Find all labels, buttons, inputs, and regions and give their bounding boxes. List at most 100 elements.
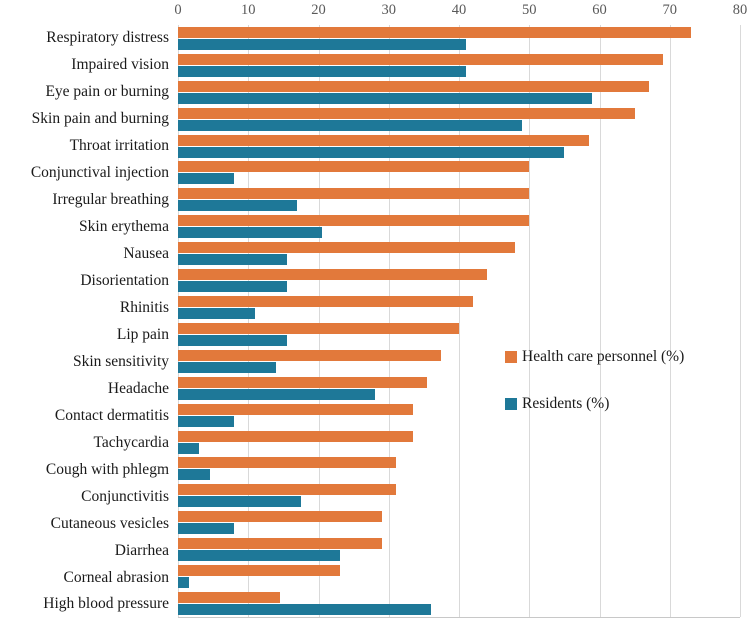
category-label: Conjunctival injection bbox=[30, 164, 169, 182]
legend-label-residents: Residents (%) bbox=[522, 395, 610, 412]
bar-residents bbox=[178, 38, 467, 50]
bar-hcp bbox=[178, 565, 340, 577]
x-tick-label: 20 bbox=[311, 2, 326, 18]
category-label: High blood pressure bbox=[43, 595, 169, 613]
bar-hcp bbox=[178, 134, 589, 146]
category-label: Eye pain or burning bbox=[45, 83, 169, 101]
bar-hcp bbox=[178, 215, 530, 227]
gridline bbox=[318, 25, 320, 617]
category-label: Impaired vision bbox=[71, 56, 169, 74]
bar-residents bbox=[178, 523, 235, 535]
bar-row bbox=[178, 79, 740, 106]
bar-row bbox=[178, 294, 740, 321]
category-label: Disorientation bbox=[80, 272, 169, 290]
legend-item-residents: Residents (%) bbox=[505, 395, 684, 413]
bar-residents bbox=[178, 92, 593, 104]
bar-hcp bbox=[178, 269, 488, 281]
bar-hcp bbox=[178, 538, 382, 550]
bar-row bbox=[178, 429, 740, 456]
bar-residents bbox=[178, 227, 322, 239]
bar-row bbox=[178, 267, 740, 294]
category-label: Cough with phlegm bbox=[45, 460, 169, 478]
bar-residents bbox=[178, 308, 256, 320]
category-label: Skin erythema bbox=[79, 218, 169, 236]
bar-row bbox=[178, 106, 740, 133]
bar-hcp bbox=[178, 376, 428, 388]
x-tick-label: 30 bbox=[381, 2, 397, 18]
bar-hcp bbox=[178, 322, 459, 334]
bar-residents bbox=[178, 415, 235, 427]
x-tick-label: 80 bbox=[732, 2, 748, 18]
bar-row bbox=[178, 536, 740, 563]
bar-hcp bbox=[178, 26, 691, 38]
bar-residents bbox=[178, 65, 467, 77]
bar-residents bbox=[178, 334, 287, 346]
category-label: Cutaneous vesicles bbox=[50, 514, 169, 532]
legend-item-hcp: Health care personnel (%) bbox=[505, 348, 684, 366]
bar-row bbox=[178, 25, 740, 52]
gridline bbox=[388, 25, 390, 617]
category-label: Skin pain and burning bbox=[31, 110, 169, 128]
bar-residents bbox=[178, 577, 189, 589]
bar-residents bbox=[178, 281, 287, 293]
bar-row bbox=[178, 240, 740, 267]
gridline bbox=[740, 25, 741, 617]
x-tick-label: 0 bbox=[174, 2, 182, 18]
bar-hcp bbox=[178, 188, 530, 200]
chart-body: Respiratory distress Impaired vision Eye p… bbox=[0, 25, 749, 618]
category-label: Tachycardia bbox=[93, 433, 169, 451]
category-label: Throat irritation bbox=[69, 137, 169, 155]
category-label: Contact dermatitis bbox=[54, 406, 169, 424]
gridline bbox=[669, 25, 671, 617]
bar-row bbox=[178, 52, 740, 79]
bar-row bbox=[178, 590, 740, 617]
bar-row bbox=[178, 186, 740, 213]
bar-hcp bbox=[178, 591, 280, 603]
bar-residents bbox=[178, 254, 287, 266]
category-label: Lip pain bbox=[116, 325, 169, 343]
bar-hcp bbox=[178, 242, 516, 254]
bar-hcp bbox=[178, 161, 530, 173]
bar-row bbox=[178, 402, 740, 429]
bar-row bbox=[178, 133, 740, 160]
legend: Health care personnel (%) Residents (%) bbox=[505, 348, 684, 413]
bar-row bbox=[178, 375, 740, 402]
x-tick-label: 60 bbox=[592, 2, 607, 18]
gridline bbox=[529, 25, 531, 617]
bar-hcp bbox=[178, 107, 635, 119]
bar-residents bbox=[178, 603, 431, 615]
bar-row bbox=[178, 563, 740, 590]
bar-row bbox=[178, 482, 740, 509]
bar-hcp bbox=[178, 349, 442, 361]
x-tick-label: 10 bbox=[241, 2, 256, 18]
bar-residents bbox=[178, 119, 523, 131]
bar-residents bbox=[178, 361, 277, 373]
category-label: Skin sensitivity bbox=[72, 352, 169, 370]
bar-residents bbox=[178, 442, 200, 454]
bar-row bbox=[178, 213, 740, 240]
category-label: Corneal abrasion bbox=[63, 568, 169, 586]
x-axis: 0 10 20 30 40 50 60 70 80 bbox=[174, 0, 747, 25]
bar-hcp bbox=[178, 484, 396, 496]
plot-area: Health care personnel (%) Residents (%) bbox=[178, 25, 741, 618]
category-label: Nausea bbox=[123, 245, 169, 263]
bar-row bbox=[178, 348, 740, 375]
bar-residents bbox=[178, 496, 301, 508]
category-label: Diarrhea bbox=[114, 541, 169, 559]
category-label: Rhinitis bbox=[119, 299, 169, 316]
bar-row bbox=[178, 321, 740, 348]
bar-hcp bbox=[178, 80, 649, 92]
gridline bbox=[178, 25, 179, 617]
x-tick-label: 40 bbox=[451, 2, 467, 18]
x-tick-label: 50 bbox=[522, 2, 537, 18]
bar-hcp bbox=[178, 296, 474, 308]
bar-residents bbox=[178, 200, 298, 212]
gridline bbox=[599, 25, 601, 617]
gridline bbox=[459, 25, 460, 617]
bar-row bbox=[178, 509, 740, 536]
bar-hcp bbox=[178, 403, 414, 415]
bar-residents bbox=[178, 388, 375, 400]
bar-hcp bbox=[178, 430, 414, 442]
category-labels: Respiratory distress Impaired vision Eye p… bbox=[0, 25, 178, 618]
bar-hcp bbox=[178, 511, 382, 523]
